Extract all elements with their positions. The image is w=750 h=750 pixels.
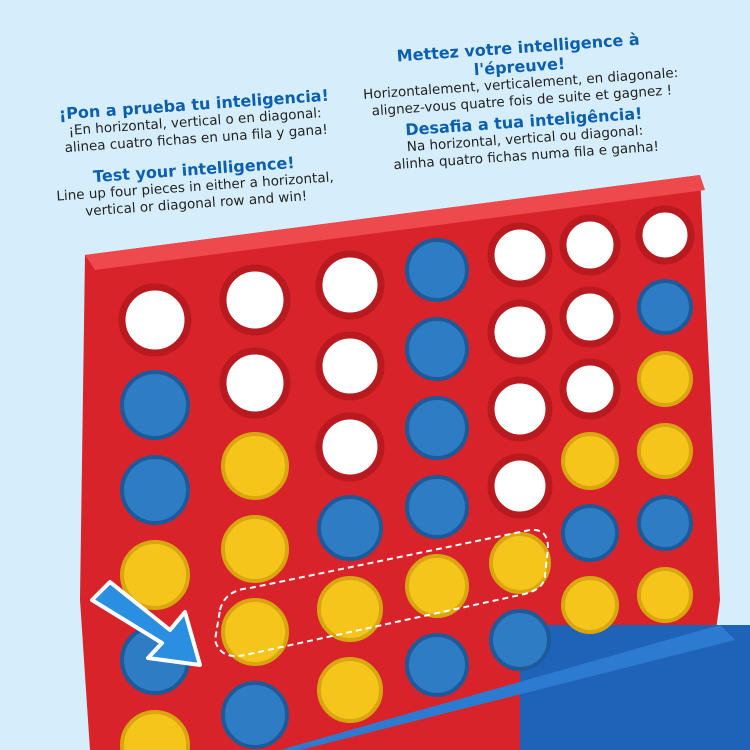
yellow-piece bbox=[561, 576, 619, 634]
blue-piece bbox=[405, 475, 469, 539]
empty-slot bbox=[315, 331, 385, 401]
yellow-piece bbox=[489, 532, 551, 594]
blue-piece bbox=[637, 279, 693, 335]
empty-slot bbox=[635, 205, 695, 265]
blue-piece bbox=[317, 495, 383, 561]
empty-slot bbox=[487, 299, 553, 365]
yellow-piece bbox=[120, 710, 190, 750]
empty-slot bbox=[315, 250, 385, 320]
blue-piece bbox=[120, 370, 190, 440]
yellow-piece bbox=[221, 432, 289, 500]
empty-slot bbox=[219, 264, 291, 336]
blue-piece bbox=[221, 681, 289, 749]
empty-slot bbox=[559, 358, 621, 420]
yellow-piece bbox=[637, 567, 693, 623]
yellow-piece bbox=[637, 351, 693, 407]
blue-piece bbox=[405, 317, 469, 381]
empty-slot bbox=[315, 412, 385, 482]
empty-slot bbox=[487, 376, 553, 442]
blue-piece bbox=[405, 633, 469, 697]
yellow-piece bbox=[637, 423, 693, 479]
blue-piece bbox=[489, 609, 551, 671]
empty-slot bbox=[487, 453, 553, 519]
blue-piece bbox=[120, 455, 190, 525]
arrow-down-right-icon bbox=[90, 580, 202, 667]
blue-piece bbox=[561, 504, 619, 562]
empty-slot bbox=[559, 286, 621, 348]
yellow-piece bbox=[120, 540, 190, 610]
yellow-piece bbox=[561, 432, 619, 490]
yellow-piece bbox=[317, 576, 383, 642]
empty-slot bbox=[118, 283, 192, 357]
highlight-dashed-outline bbox=[213, 528, 550, 657]
blue-piece bbox=[637, 495, 693, 551]
empty-slot bbox=[219, 347, 291, 419]
empty-slot bbox=[559, 214, 621, 276]
stand-rail bbox=[280, 625, 735, 750]
yellow-piece bbox=[405, 554, 469, 618]
blue-piece bbox=[405, 238, 469, 302]
board-top-edge bbox=[85, 175, 705, 270]
yellow-piece bbox=[317, 657, 383, 723]
empty-slot bbox=[487, 222, 553, 288]
yellow-piece bbox=[221, 598, 289, 666]
yellow-piece bbox=[221, 515, 289, 583]
blue-piece bbox=[405, 396, 469, 460]
